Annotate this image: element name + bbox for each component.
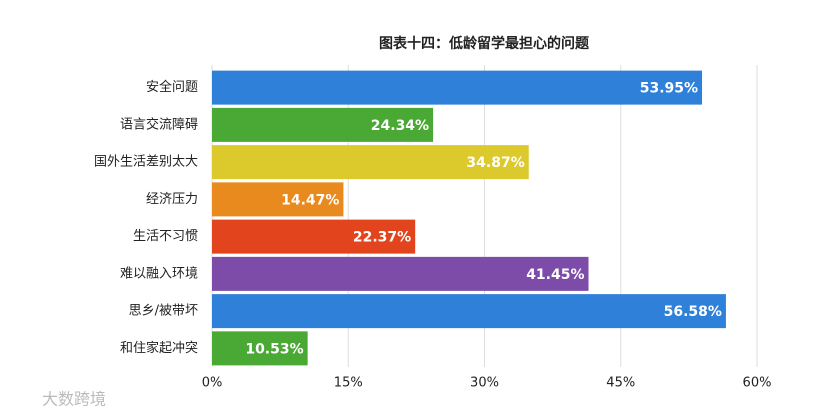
value-label: 34.87% <box>466 155 524 171</box>
value-label: 14.47% <box>281 192 339 208</box>
bar <box>212 294 726 329</box>
chart-title: 图表十四：低龄留学最担心的问题 <box>379 35 590 52</box>
value-label: 24.34% <box>371 118 429 134</box>
x-tick-label: 45% <box>606 376 635 391</box>
y-tick-label: 难以融入环境 <box>120 266 198 281</box>
y-tick-label: 语言交流障碍 <box>120 116 198 132</box>
bar <box>212 145 529 180</box>
x-tick-label: 30% <box>470 376 499 391</box>
x-tick-label: 60% <box>743 376 772 391</box>
y-tick-label: 国外生活差别太大 <box>94 155 198 170</box>
value-label: 41.45% <box>526 267 584 283</box>
y-tick-label: 生活不习惯 <box>133 228 198 244</box>
value-label: 22.37% <box>353 230 411 246</box>
bar <box>212 256 589 291</box>
value-label: 10.53% <box>245 341 303 357</box>
x-tick-label: 15% <box>334 376 363 391</box>
y-tick-label: 思乡/被带坏 <box>129 304 198 319</box>
value-label: 53.95% <box>640 81 698 97</box>
bar <box>212 107 434 142</box>
y-tick-label: 安全问题 <box>146 79 198 95</box>
y-tick-label: 和住家起冲突 <box>120 340 198 356</box>
x-tick-label: 0% <box>202 376 223 391</box>
watermark: 大数跨境 <box>42 390 106 409</box>
y-tick-label: 经济压力 <box>146 192 198 207</box>
bar <box>212 331 308 366</box>
bar <box>212 219 416 254</box>
bar <box>212 182 344 217</box>
value-label: 56.58% <box>664 304 722 320</box>
bar <box>212 70 703 105</box>
